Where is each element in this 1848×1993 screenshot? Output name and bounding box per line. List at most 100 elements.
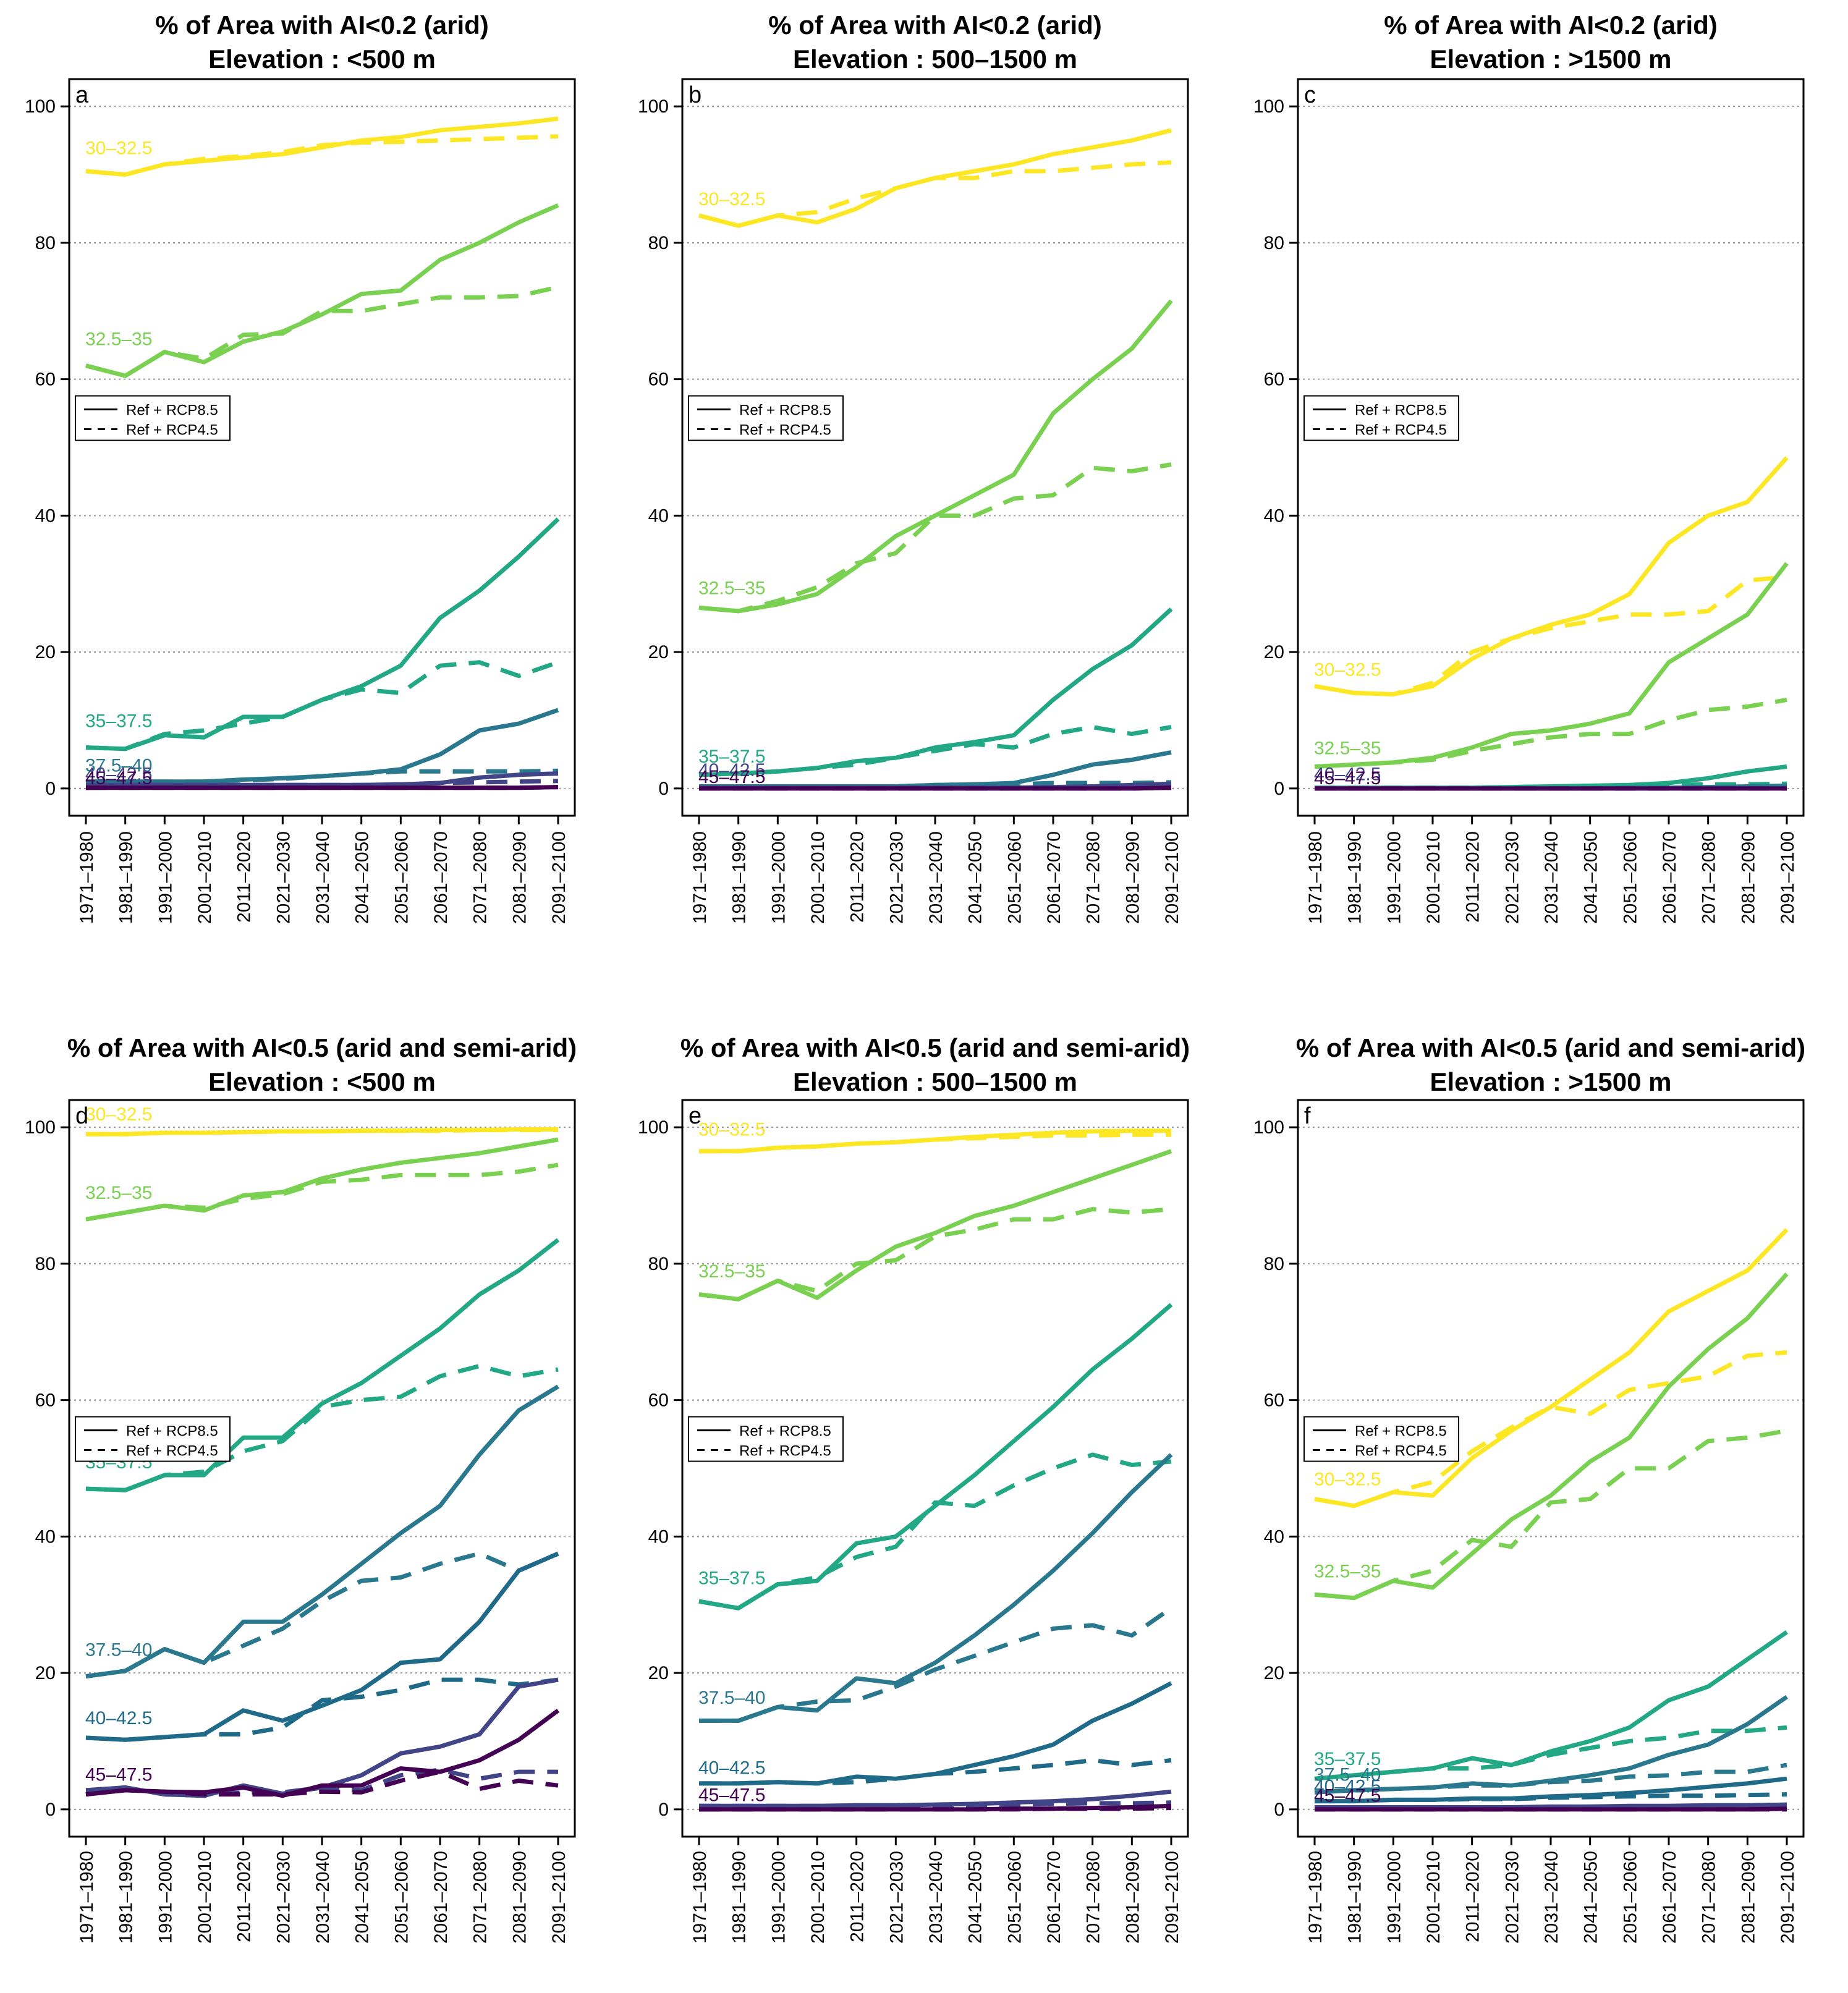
x-tick-label: 1991–2000 — [1384, 831, 1404, 924]
x-tick-label: 1991–2000 — [1384, 1851, 1404, 1944]
x-tick-label: 2091–2100 — [1162, 831, 1182, 924]
x-tick-label: 2021–2030 — [886, 1851, 907, 1944]
y-tick-label: 40 — [1264, 506, 1284, 526]
y-tick-label: 100 — [638, 96, 669, 117]
class-annotation: 45–47.5 — [85, 768, 152, 789]
plot-frame — [1297, 1099, 1805, 1838]
x-tick-label: 2001–2010 — [195, 1851, 215, 1944]
class-annotation: 45–47.5 — [1314, 768, 1381, 789]
x-tick-label: 2051–2060 — [391, 1851, 412, 1944]
series-line-rcp85 — [1314, 1630, 1788, 1781]
x-tick-label: 1971–1980 — [1305, 1851, 1326, 1944]
series-line-rcp85 — [699, 1128, 1171, 1154]
legend-box — [1303, 395, 1459, 441]
panel-title: % of Area with AI<0.5 (arid and semi-ari… — [1296, 1033, 1805, 1062]
x-tick-label: 2051–2060 — [1620, 1851, 1640, 1944]
legend-box — [1303, 1416, 1459, 1462]
series-line-rcp85 — [698, 299, 1173, 614]
series-line-rcp85 — [699, 1803, 1172, 1812]
y-tick-label: 0 — [658, 779, 669, 799]
x-tick-label: 1971–1980 — [77, 831, 97, 924]
panel-d: % of Area with AI<0.5 (arid and semi-ari… — [25, 1033, 577, 1944]
x-tick-label: 2081–2090 — [509, 1851, 530, 1944]
panel-letter: c — [1304, 82, 1316, 108]
class-annotation: 30–32.5 — [85, 138, 152, 158]
y-tick-label: 60 — [35, 1390, 56, 1411]
y-tick-label: 0 — [1274, 1800, 1284, 1820]
series-line-rcp85 — [699, 785, 1172, 791]
series-line-rcp85 — [698, 128, 1172, 228]
x-tick-label: 2001–2010 — [808, 1851, 828, 1944]
class-annotation: 35–37.5 — [1314, 1749, 1381, 1769]
class-annotation: 30–32.5 — [85, 1104, 152, 1125]
x-tick-label: 1971–1980 — [690, 831, 710, 924]
panel-b: % of Area with AI<0.2 (arid) Elevation : … — [638, 11, 1189, 924]
x-tick-label: 1971–1980 — [690, 1851, 710, 1944]
legend-solid-label: Ref + RCP8.5 — [739, 1423, 831, 1440]
y-tick-label: 0 — [1274, 779, 1284, 799]
x-tick-label: 2031–2040 — [1541, 831, 1562, 924]
plot-frame — [1297, 78, 1805, 817]
series-line-rcp45 — [85, 1162, 559, 1222]
class-annotation: 35–37.5 — [698, 747, 765, 767]
class-annotation: 37.5–40 — [85, 1640, 152, 1661]
x-tick-label: 1981–1990 — [729, 1851, 750, 1944]
series-line-rcp85 — [1314, 456, 1789, 696]
legend-solid-label: Ref + RCP8.5 — [1355, 1423, 1447, 1440]
y-tick-label: 80 — [1264, 233, 1284, 253]
x-tick-label: 2071–2080 — [470, 831, 491, 924]
x-tick-label: 2021–2030 — [273, 831, 294, 924]
series-line-rcp85 — [85, 517, 560, 751]
x-tick-label: 1981–1990 — [1345, 831, 1365, 924]
panel-subtitle: Elevation : >1500 m — [1430, 1067, 1671, 1096]
y-tick-label: 40 — [648, 1526, 669, 1547]
x-tick-label: 2071–2080 — [1083, 1851, 1104, 1944]
series-line-rcp85 — [85, 1384, 559, 1679]
series-line-rcp85 — [85, 203, 559, 378]
series-line-rcp85 — [699, 1789, 1172, 1808]
y-tick-label: 60 — [648, 370, 669, 390]
legend-box — [75, 395, 231, 441]
x-tick-label: 2071–2080 — [470, 1851, 491, 1944]
x-tick-label: 2061–2070 — [431, 831, 451, 924]
panel-f: % of Area with AI<0.5 (arid and semi-ari… — [1253, 1033, 1805, 1944]
y-tick-label: 80 — [648, 1254, 669, 1274]
series-line-rcp45 — [1314, 697, 1787, 769]
series-line-rcp85 — [86, 708, 559, 784]
x-tick-label: 1991–2000 — [768, 831, 789, 924]
panel-subtitle: Elevation : <500 m — [208, 44, 436, 74]
x-tick-label: 2051–2060 — [1004, 1851, 1025, 1944]
y-tick-label: 20 — [648, 642, 669, 662]
class-annotation: 32.5–35 — [1314, 1562, 1381, 1582]
series-line-rcp45 — [698, 1452, 1172, 1610]
class-annotation: 40–42.5 — [698, 1758, 765, 1778]
x-tick-label: 1991–2000 — [155, 831, 176, 924]
panel-a: % of Area with AI<0.2 (arid) Elevation : … — [25, 11, 576, 924]
y-tick-label: 60 — [1264, 370, 1284, 390]
series-line-rcp85 — [1314, 562, 1789, 769]
class-annotation: 40–42.5 — [85, 764, 152, 785]
y-tick-label: 60 — [648, 1390, 669, 1411]
series-line-rcp85 — [86, 771, 559, 787]
y-tick-label: 80 — [648, 233, 669, 253]
series-line-rcp85 — [699, 1681, 1172, 1786]
class-annotation: 32.5–35 — [1314, 738, 1381, 759]
series-line-rcp85 — [698, 1303, 1173, 1610]
series-line-rcp45 — [698, 462, 1172, 614]
y-tick-label: 60 — [1264, 1390, 1284, 1411]
x-tick-label: 2031–2040 — [926, 831, 946, 924]
y-tick-label: 0 — [658, 1800, 669, 1820]
legend-dashed-label: Ref + RCP4.5 — [1355, 422, 1447, 439]
legend-solid-label: Ref + RCP8.5 — [126, 1423, 218, 1440]
class-annotation: 45–47.5 — [1314, 1786, 1381, 1806]
x-tick-label: 2031–2040 — [1541, 1851, 1562, 1944]
y-tick-label: 40 — [648, 506, 669, 526]
panel-subtitle: Elevation : >1500 m — [1430, 44, 1671, 74]
series-line-rcp85 — [85, 1137, 559, 1222]
y-tick-label: 40 — [35, 1526, 56, 1547]
series-line-rcp85 — [1314, 1695, 1788, 1795]
class-annotation: 35–37.5 — [698, 1568, 765, 1589]
x-tick-label: 2031–2040 — [313, 1851, 333, 1944]
class-annotation: 40–42.5 — [698, 760, 765, 781]
